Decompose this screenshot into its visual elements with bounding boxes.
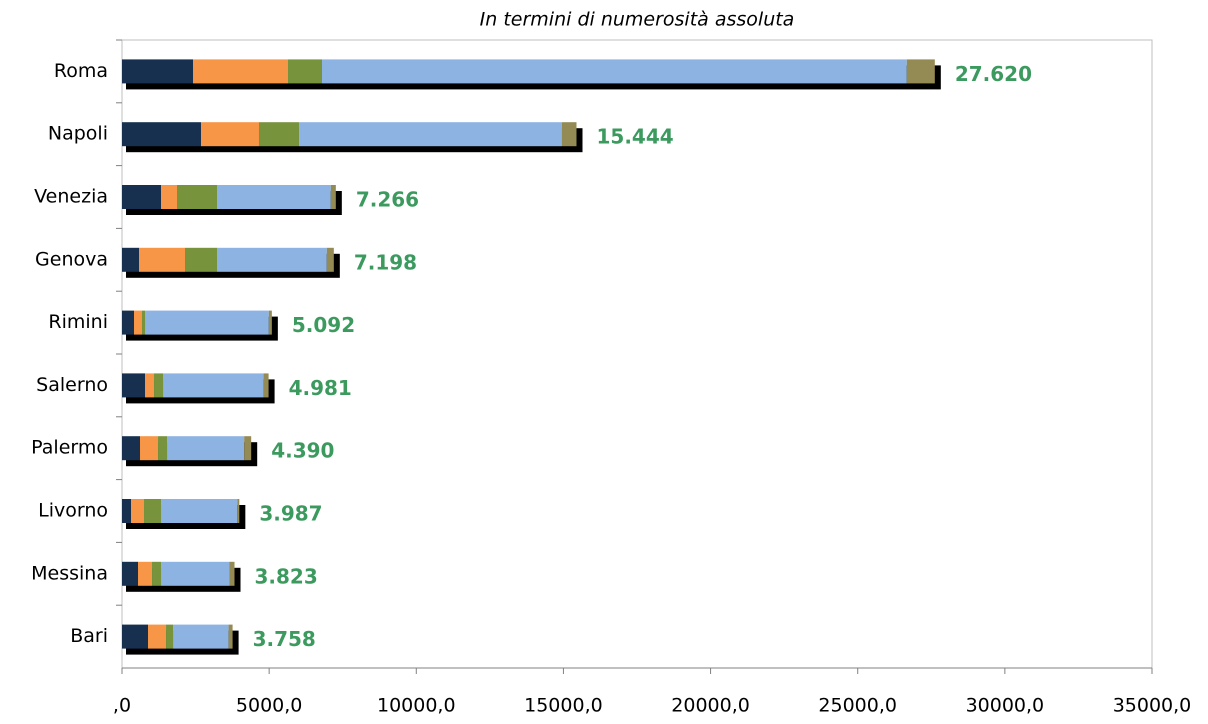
total-label: 4.390 (271, 439, 334, 463)
total-label: 27.620 (955, 62, 1032, 86)
bar-segment (122, 122, 201, 147)
bar-segment (166, 624, 174, 649)
bar-segment (148, 624, 167, 649)
bar-segment (122, 499, 132, 523)
y-tick-label: Napoli (48, 123, 108, 145)
y-tick-label: Bari (70, 625, 108, 647)
y-tick-label: Salerno (36, 374, 108, 396)
bar-segment (216, 247, 327, 272)
bar-segment (158, 436, 168, 461)
bar-segment (193, 59, 289, 84)
total-label: 7.266 (356, 188, 419, 212)
bar-segment (131, 499, 145, 523)
y-tick-label: Livorno (38, 500, 108, 522)
bar-segment (326, 247, 334, 272)
bar-segment (288, 59, 322, 84)
bar-segment (200, 122, 259, 147)
bar-segment (330, 185, 336, 209)
bar-segment (122, 310, 135, 335)
bar-segment (145, 310, 269, 335)
y-tick-label: Rimini (48, 311, 108, 333)
bar-segment (228, 624, 233, 649)
y-tick-label: Messina (31, 562, 108, 584)
bar-segment (161, 561, 230, 586)
total-label: 3.987 (259, 502, 322, 526)
bar-segment (122, 59, 194, 84)
total-label: 3.823 (255, 564, 318, 588)
chart-title: In termini di numerosità assoluta (480, 9, 795, 31)
total-label: 5.092 (292, 313, 355, 337)
bar-segment (134, 310, 143, 335)
y-tick-label: Genova (35, 248, 108, 270)
bar-segment (258, 122, 299, 147)
total-label: 7.198 (354, 250, 417, 274)
total-label: 4.981 (289, 376, 352, 400)
bar-segment (122, 185, 161, 209)
bar-segment (298, 122, 562, 147)
bar-segment (177, 185, 217, 209)
bar-segment (152, 561, 162, 586)
bar-segment (144, 499, 162, 523)
bar-segment (321, 59, 907, 84)
bar-segment (160, 185, 178, 209)
bar-segment (122, 373, 146, 398)
x-tick-label: 35000,0 (1113, 695, 1192, 717)
bar-segment (122, 624, 149, 649)
x-tick-label: 25000,0 (818, 695, 897, 717)
total-label: 15.444 (596, 125, 673, 149)
bar-segment (140, 436, 159, 461)
y-tick-label: Roma (54, 60, 108, 82)
total-label: 3.758 (253, 627, 316, 651)
y-tick-label: Palermo (31, 437, 108, 459)
bar-segment (906, 59, 935, 84)
bar-segment (122, 436, 141, 461)
bar-segment (237, 499, 240, 523)
bar-segment (561, 122, 577, 147)
y-tick-label: Venezia (34, 186, 108, 208)
x-tick-label: ,0 (113, 695, 131, 717)
bar-segment (122, 561, 139, 586)
x-tick-label: 10000,0 (377, 695, 456, 717)
bar-segment (138, 561, 153, 586)
bar-segment (161, 499, 238, 523)
bar-segment (263, 373, 269, 398)
bar-segment (229, 561, 235, 586)
bar-segment (139, 247, 186, 272)
bar-segment (268, 310, 272, 335)
x-tick-label: 5000,0 (236, 695, 302, 717)
bar-segment (244, 436, 252, 461)
x-tick-label: 15000,0 (524, 695, 603, 717)
bar-segment (216, 185, 331, 209)
bar-segment (122, 247, 140, 272)
x-tick-label: 30000,0 (966, 695, 1045, 717)
bar-segment (185, 247, 217, 272)
bar-segment (142, 310, 146, 335)
bar-segment (173, 624, 229, 649)
bar-segment (163, 373, 264, 398)
bar-segment (154, 373, 164, 398)
x-tick-label: 20000,0 (671, 695, 750, 717)
bar-segment (145, 373, 155, 398)
bar-segment (167, 436, 245, 461)
